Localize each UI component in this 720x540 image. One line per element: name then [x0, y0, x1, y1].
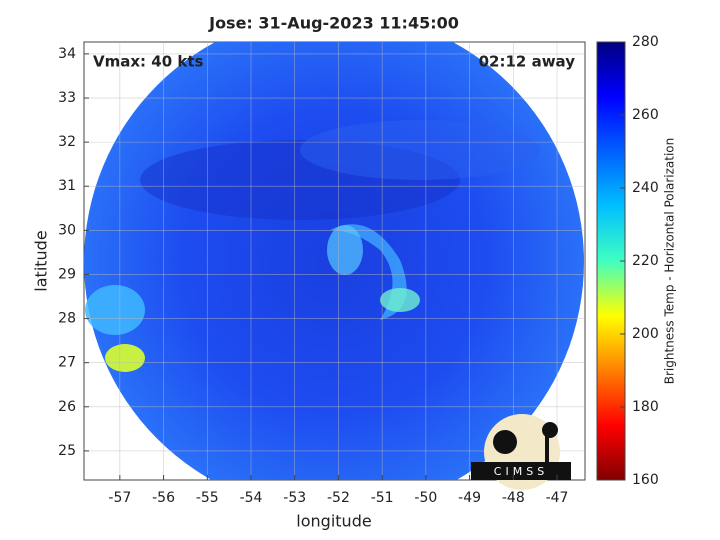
- logo: CIMSS: [471, 414, 571, 490]
- x-tick-label: -57: [108, 490, 131, 506]
- chart-title: Jose: 31-Aug-2023 11:45:00: [208, 14, 459, 33]
- x-tick-label: -52: [327, 490, 350, 506]
- colorbar-tick-label: 160: [632, 472, 659, 488]
- x-tick-label: -55: [196, 490, 219, 506]
- x-tick-label: -50: [414, 490, 437, 506]
- x-axis-label: longitude: [296, 512, 371, 531]
- satellite-image: [84, 42, 584, 480]
- x-tick-label: -49: [458, 490, 481, 506]
- x-tick-label: -53: [283, 490, 306, 506]
- y-axis-label: latitude: [32, 230, 51, 291]
- y-tick-label: 34: [58, 46, 76, 62]
- y-tick-label: 26: [58, 399, 76, 415]
- y-tick-label: 33: [58, 90, 76, 106]
- y-tick-label: 29: [58, 266, 76, 282]
- colorbar-label: Brightness Temp - Horizontal Polarizatio…: [663, 138, 677, 385]
- colorbar-tick-label: 280: [632, 34, 659, 50]
- x-tick-label: -51: [371, 490, 394, 506]
- y-tick-label: 32: [58, 134, 76, 150]
- colorbar-tick-label: 260: [632, 107, 659, 123]
- y-tick-label: 30: [58, 222, 76, 238]
- y-tick-label: 31: [58, 178, 76, 194]
- y-tick-label: 28: [58, 311, 76, 327]
- y-tick-label: 25: [58, 443, 76, 459]
- annotation: 02:12 away: [479, 53, 576, 71]
- x-tick-label: -54: [240, 490, 263, 506]
- colorbar-tick-label: 200: [632, 326, 659, 342]
- colorbar-tick-label: 240: [632, 180, 659, 196]
- annotation: Vmax: 40 kts: [93, 53, 203, 71]
- logo-text: CIMSS: [494, 465, 548, 478]
- y-tick-label: 27: [58, 355, 76, 371]
- colorbar-tick-label: 180: [632, 399, 659, 415]
- x-tick-label: -48: [502, 490, 525, 506]
- colorbar-tick-label: 220: [632, 253, 659, 269]
- x-tick-label: -47: [546, 490, 569, 506]
- x-tick-label: -56: [152, 490, 175, 506]
